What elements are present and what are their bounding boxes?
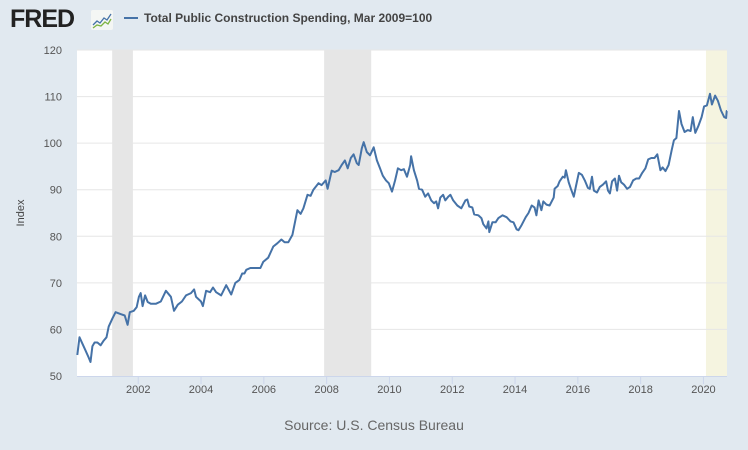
preliminary-recession-band-2 — [705, 50, 727, 376]
y-tick-label-100: 100 — [44, 138, 62, 150]
gridlines — [77, 49, 727, 330]
source-note: Source: U.S. Census Bureau — [284, 417, 464, 433]
recession-band-0 — [112, 50, 133, 376]
fred-logo[interactable]: FRED — [10, 5, 75, 33]
x-tick-label-2002: 2002 — [126, 384, 150, 396]
recession-shading — [112, 50, 727, 376]
y-tick-label-70: 70 — [50, 278, 62, 290]
y-axis-title: Index — [15, 199, 27, 226]
x-tick-label-2012: 2012 — [440, 384, 464, 396]
recession-band-1 — [324, 50, 372, 376]
y-tick-label-50: 50 — [50, 371, 62, 383]
x-tick-label-2014: 2014 — [503, 384, 527, 396]
y-tick-label-80: 80 — [50, 231, 62, 243]
x-tick-label-2018: 2018 — [628, 384, 652, 396]
y-axis-ticks: 50 60 70 80 90 100 110 120 — [44, 45, 62, 383]
y-tick-label-120: 120 — [44, 45, 62, 57]
line-chart[interactable]: 50 60 70 80 90 100 110 120 2002 2004 2006 2008 2010… — [0, 0, 748, 410]
legend-label: Total Public Construction Spending, Mar … — [144, 11, 433, 25]
y-tick-label-110: 110 — [44, 92, 62, 104]
x-tick-label-2020: 2020 — [691, 384, 715, 396]
x-tick-label-2008: 2008 — [314, 384, 338, 396]
series-line-total-public-construction-spending[interactable] — [76, 92, 728, 363]
chart-legend[interactable]: Total Public Construction Spending, Mar … — [124, 11, 432, 25]
x-tick-label-2010: 2010 — [377, 384, 401, 396]
x-axis-ticks: 2002 2004 2006 2008 2010 2012 2014 2016 2018 2020 — [77, 376, 727, 396]
y-tick-label-90: 90 — [50, 185, 62, 197]
y-tick-label-60: 60 — [50, 324, 62, 336]
legend-swatch — [124, 17, 138, 19]
x-tick-label-2016: 2016 — [566, 384, 590, 396]
plot-background — [77, 50, 727, 376]
line-chart-icon — [91, 10, 113, 30]
x-tick-label-2004: 2004 — [189, 384, 213, 396]
chart-header: FRED Total Public Construction Spending,… — [0, 0, 748, 40]
x-tick-label-2006: 2006 — [252, 384, 276, 396]
